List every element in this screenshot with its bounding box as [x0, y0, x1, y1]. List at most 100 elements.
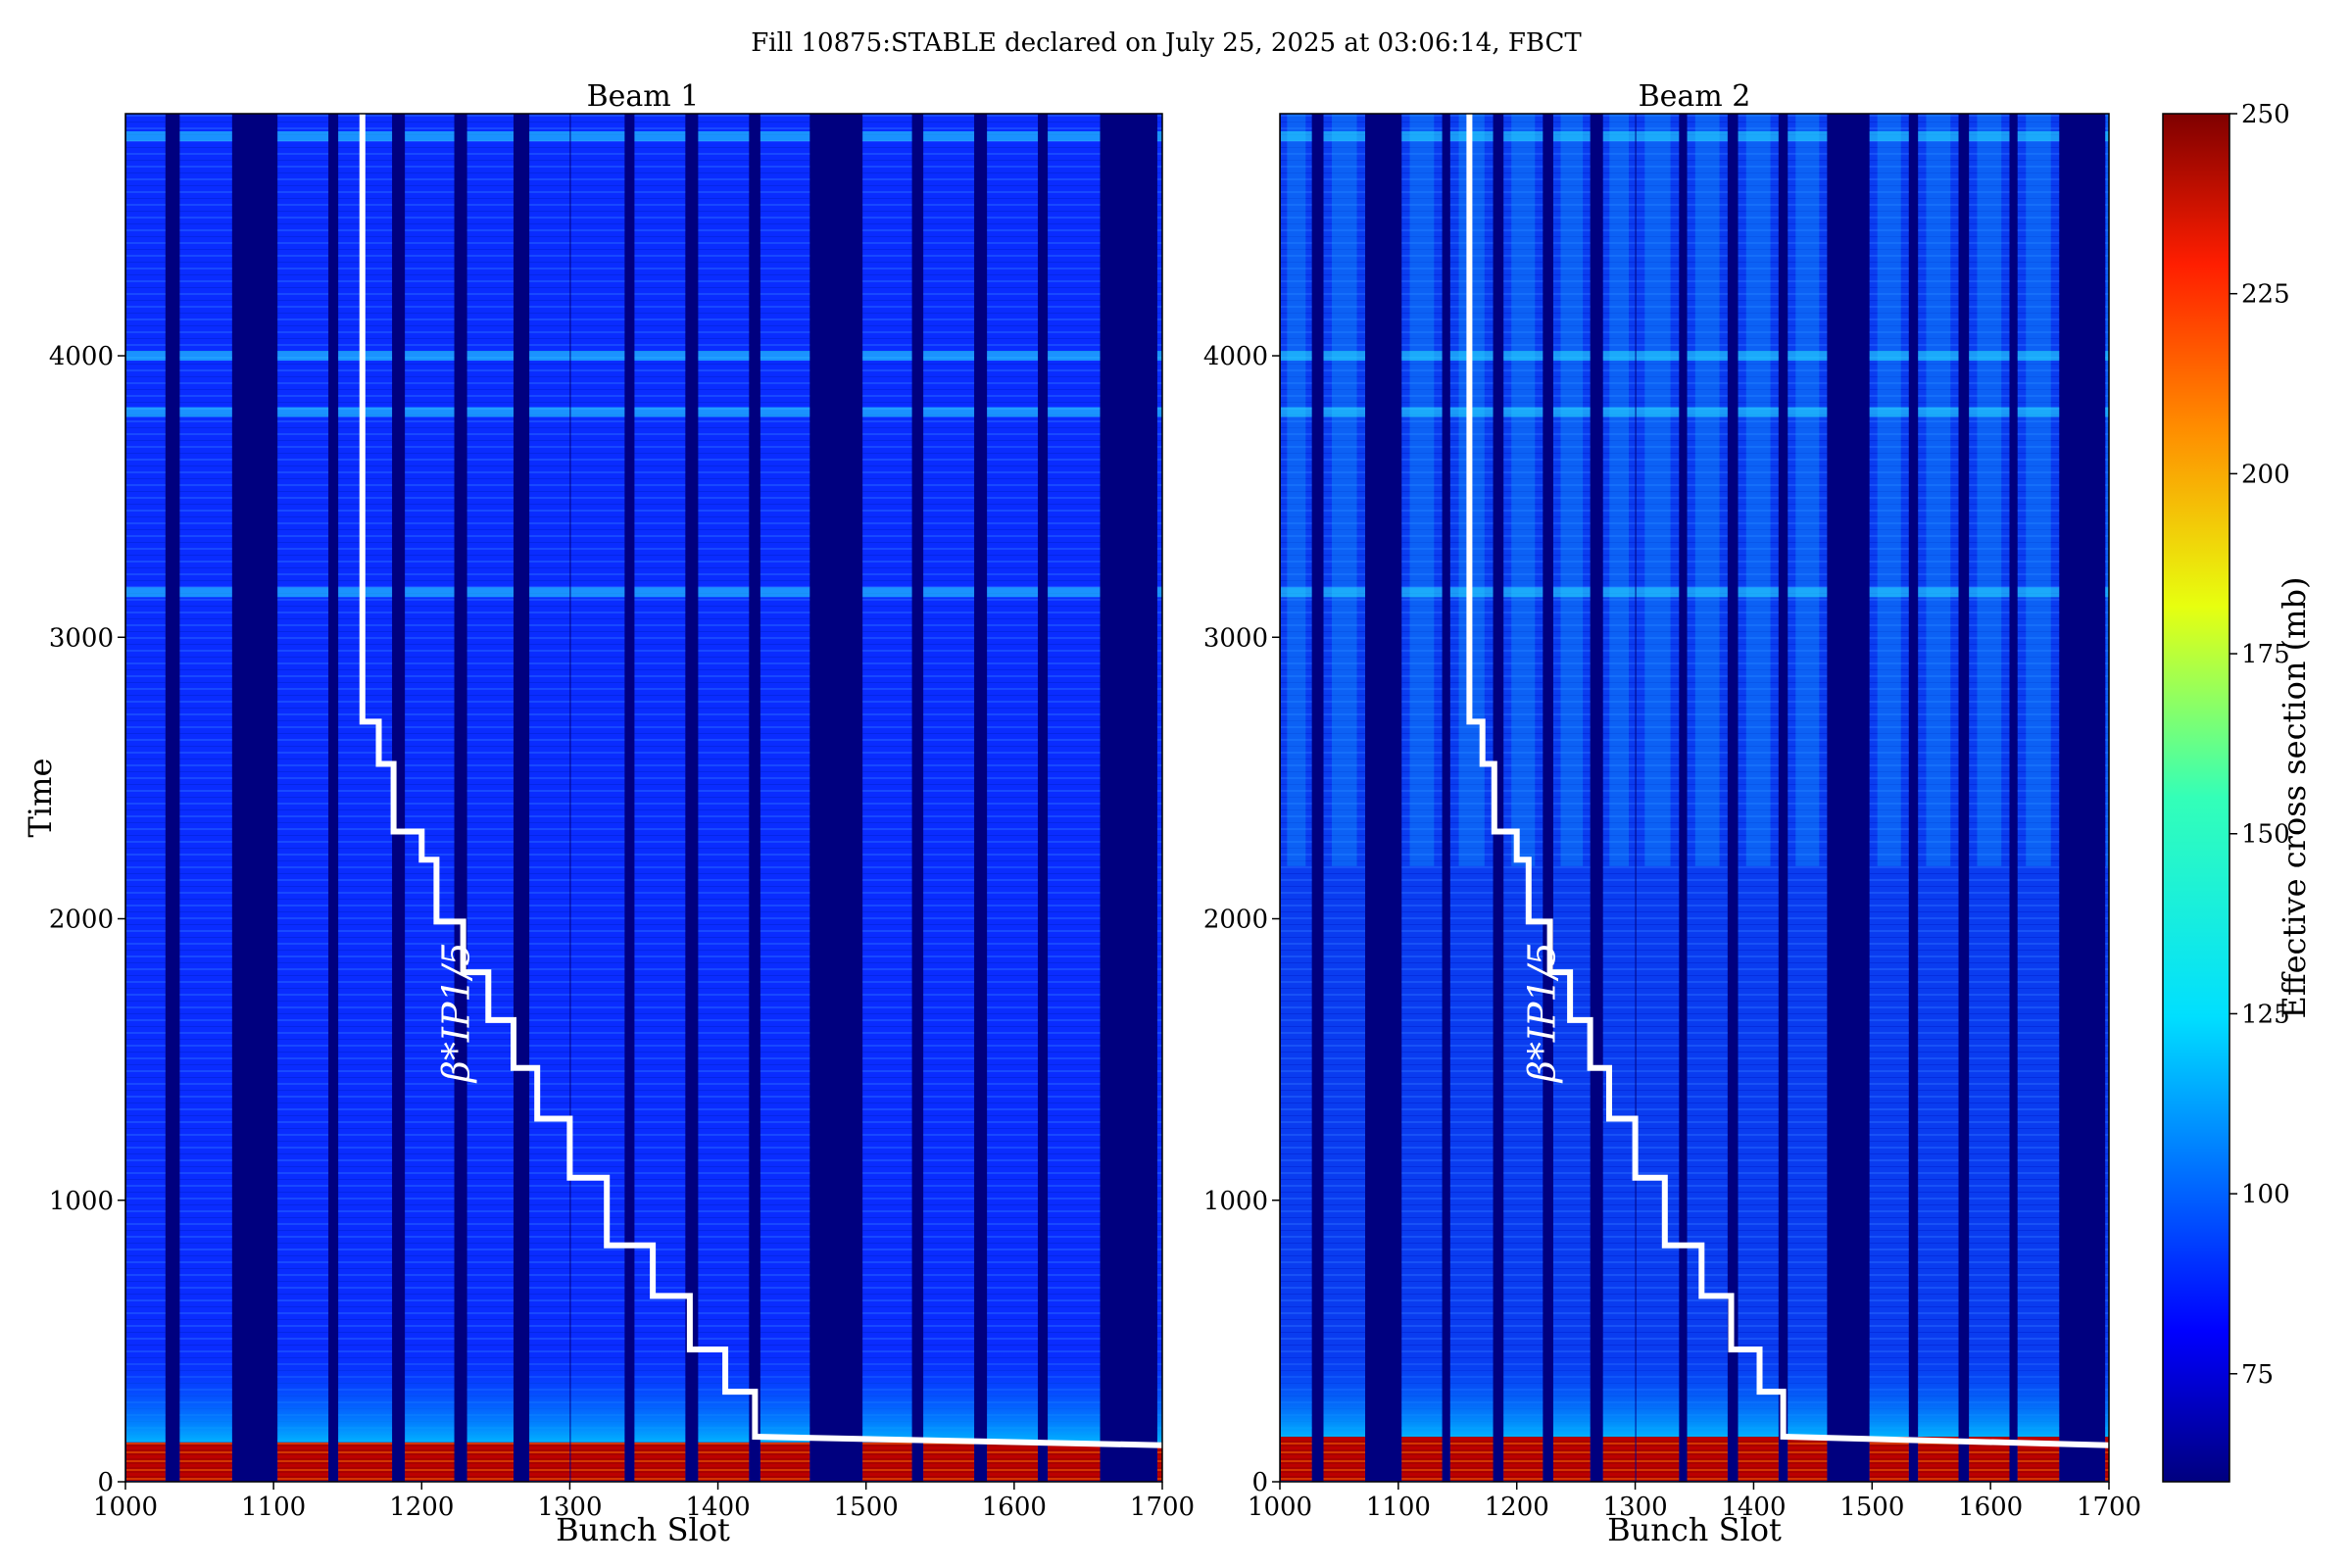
bright-band: [1738, 407, 1779, 417]
y-axis-label: Time: [22, 759, 59, 838]
bright-band: [1788, 351, 1828, 362]
bright-band: [923, 351, 975, 362]
colorbar-tick-label: 250: [2241, 100, 2290, 129]
x-tick-label: 1100: [1366, 1493, 1431, 1522]
bunch-train: [1048, 114, 1101, 1482]
colorbar-gradient: [2162, 113, 2230, 1483]
bunch-train: [1636, 114, 1680, 1482]
x-axis-label: Bunch Slot: [556, 1511, 730, 1548]
bright-band: [1788, 130, 1828, 141]
bright-band: [570, 351, 625, 362]
bright-band: [2017, 130, 2060, 141]
x-tick-label: 1300: [1602, 1493, 1667, 1522]
bright-band: [1401, 130, 1443, 141]
bunch-train: [466, 114, 514, 1482]
y-tick-label: 0: [97, 1468, 114, 1497]
bright-band: [126, 407, 166, 417]
bright-band: [1636, 587, 1680, 598]
bright-band: [405, 587, 455, 598]
panel-beam-2: Beam 2 β*IP1/5 1000 1100 1200 1300 1400 1500 1…: [1203, 79, 2141, 1548]
bright-band: [1687, 587, 1728, 598]
colorbar-tick-label: 225: [2241, 280, 2290, 310]
x-axis: 1000 1100 1200 1300 1400 1500 1600 1700: [93, 1482, 1195, 1522]
x-tick-label: 1200: [1485, 1493, 1549, 1522]
bright-band: [923, 407, 975, 417]
x-tick-label: 1500: [1839, 1493, 1904, 1522]
bright-band: [1869, 130, 1909, 141]
bright-band: [126, 351, 166, 362]
bunch-train: [698, 114, 750, 1482]
bright-band: [2105, 587, 2109, 598]
bright-band: [1156, 407, 1162, 417]
bright-band: [1401, 351, 1443, 362]
bright-band: [277, 130, 329, 141]
bunch-train: [634, 114, 686, 1482]
bright-band: [1869, 351, 1909, 362]
beta-star-annotation: β*IP1/5: [1520, 942, 1563, 1084]
bright-band: [570, 407, 625, 417]
bright-band: [1156, 130, 1162, 141]
bright-band: [634, 351, 686, 362]
colorbar-tick-label: 150: [2241, 820, 2290, 850]
bright-band: [1281, 407, 1312, 417]
bright-band: [698, 351, 750, 362]
bright-band: [405, 407, 455, 417]
colorbar-tick-label: 125: [2241, 1000, 2290, 1029]
bright-band: [1602, 587, 1636, 598]
bright-band: [1969, 587, 2010, 598]
bright-band: [1602, 130, 1636, 141]
bunch-train: [179, 114, 232, 1482]
bright-band: [1552, 587, 1591, 598]
x-tick-label: 1000: [93, 1493, 158, 1522]
bright-band: [634, 587, 686, 598]
plot-frame: [1279, 113, 2110, 1483]
y-axis: 0 1000 2000 3000 4000: [49, 342, 125, 1497]
bright-band: [126, 130, 166, 141]
bright-band: [277, 351, 329, 362]
bright-band: [987, 407, 1039, 417]
bright-band: [1048, 587, 1101, 598]
bright-band: [1969, 130, 2010, 141]
bright-band: [1788, 407, 1828, 417]
y-axis: 0 1000 2000 3000 4000: [1203, 342, 1280, 1497]
plot-frame: [124, 113, 1163, 1483]
bunch-train: [1503, 114, 1544, 1482]
bright-band: [2017, 407, 2060, 417]
bright-band: [2017, 351, 2060, 362]
bright-band: [1687, 407, 1728, 417]
colorbar-ticks: 75 100 125 150 175 200 225 250: [2230, 100, 2290, 1390]
bright-band: [1738, 587, 1779, 598]
beta-star-annotation: β*IP1/5: [435, 942, 478, 1084]
bright-band: [634, 407, 686, 417]
y-tick-label: 4000: [1203, 342, 1268, 371]
x-tick-label: 1700: [1130, 1493, 1195, 1522]
bright-band: [1156, 587, 1162, 598]
bunch-train: [1687, 114, 1728, 1482]
bright-band: [698, 407, 750, 417]
bunch-train: [862, 114, 912, 1482]
bright-band: [1323, 407, 1366, 417]
bright-band: [466, 130, 514, 141]
bright-band: [1918, 587, 1959, 598]
bright-band: [179, 587, 232, 598]
x-tick-label: 1200: [389, 1493, 454, 1522]
bright-band: [1687, 130, 1728, 141]
bright-band: [1602, 351, 1636, 362]
x-axis-label: Bunch Slot: [1607, 1511, 1782, 1548]
bunch-train: [277, 114, 329, 1482]
x-tick-label: 1400: [1721, 1493, 1786, 1522]
bunch-train: [1869, 114, 1909, 1482]
bunch-train: [1738, 114, 1779, 1482]
bright-band: [987, 587, 1039, 598]
bright-band: [1048, 407, 1101, 417]
bright-band: [2105, 407, 2109, 417]
bright-band: [1869, 407, 1909, 417]
bright-band: [760, 130, 810, 141]
x-tick-label: 1000: [1248, 1493, 1312, 1522]
bright-band: [1738, 130, 1779, 141]
bright-band: [1281, 351, 1312, 362]
bunch-train: [1281, 114, 1312, 1482]
bright-band: [862, 130, 912, 141]
bunch-train: [1918, 114, 1959, 1482]
bright-band: [570, 130, 625, 141]
